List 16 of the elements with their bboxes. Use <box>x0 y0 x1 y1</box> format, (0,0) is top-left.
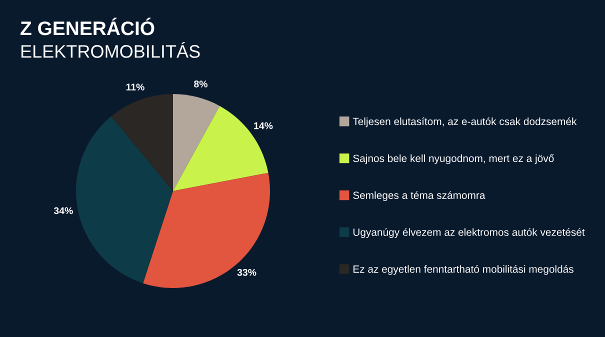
pie-slice <box>111 94 173 191</box>
chart-subtitle: ELEKTROMOBILITÁS <box>21 42 200 58</box>
legend-label: Semleges a téma számomra <box>353 191 486 202</box>
data-label: 14% <box>254 122 273 130</box>
legend-label: Teljesen elutasítom, az e-autók csak dodzsemék <box>352 117 577 128</box>
chart-title: Z GENERÁCIÓ <box>20 18 154 36</box>
data-label: 34% <box>54 207 73 214</box>
data-label: 8% <box>194 80 208 88</box>
data-label: 11% <box>126 84 144 90</box>
pie-slice <box>143 172 270 288</box>
legend-label: Sajnos bele kell nyugodnom, mert ez a jövő <box>353 154 554 164</box>
pie-slice <box>173 94 220 191</box>
legend-label: Ugyanúgy élvezem az elektromos autók vezetését <box>353 228 585 238</box>
legend-label: Ez az egyetlen fenntartható mobilitási megoldás <box>353 265 574 275</box>
pie-slice <box>76 116 173 284</box>
data-label: 33% <box>237 268 256 276</box>
